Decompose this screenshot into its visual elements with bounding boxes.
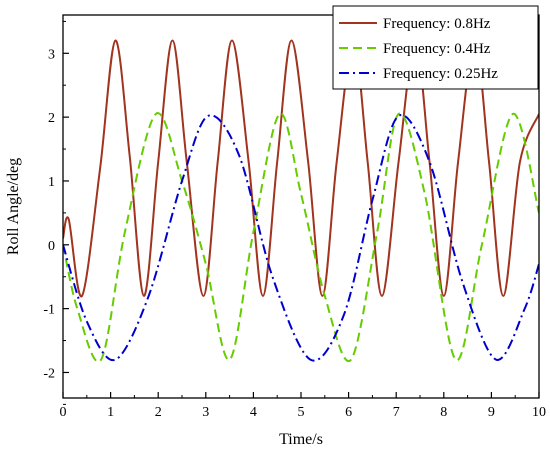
series-line-1 bbox=[63, 39, 539, 297]
legend-label: Frequency: 0.4Hz bbox=[383, 41, 491, 57]
legend-item: Frequency: 0.25Hz bbox=[339, 66, 498, 82]
series-line-2 bbox=[63, 112, 539, 363]
legend-label: Frequency: 0.25Hz bbox=[383, 66, 498, 82]
y-tick-label: 1 bbox=[48, 175, 55, 190]
legend: Frequency: 0.8Hz Frequency: 0.4Hz Freque… bbox=[332, 5, 539, 90]
axes-ticks: 0 1 2 3 4 5 6 7 8 9 10 -2 -1 0 1 2 3 bbox=[43, 20, 546, 420]
plot-area bbox=[63, 39, 539, 363]
x-tick-label: 5 bbox=[298, 405, 305, 420]
x-tick-label: 3 bbox=[202, 405, 209, 420]
x-tick-label: 1 bbox=[107, 405, 114, 420]
x-tick-label: 8 bbox=[440, 405, 447, 420]
y-axis-title: Roll Angle/deg bbox=[5, 158, 22, 255]
x-tick-label: 6 bbox=[345, 405, 352, 420]
legend-item: Frequency: 0.4Hz bbox=[339, 41, 491, 57]
y-tick-label: -2 bbox=[43, 366, 55, 381]
x-tick-label: 4 bbox=[250, 405, 257, 420]
x-tick-label: 10 bbox=[532, 405, 546, 420]
x-tick-label: 0 bbox=[60, 405, 67, 420]
legend-item: Frequency: 0.8Hz bbox=[339, 16, 491, 32]
x-axis-title: Time/s bbox=[279, 431, 323, 448]
y-tick-label: -1 bbox=[43, 303, 55, 318]
y-tick-label: 3 bbox=[48, 47, 55, 62]
series-group bbox=[63, 39, 539, 363]
legend-label: Frequency: 0.8Hz bbox=[383, 16, 491, 32]
x-tick-label: 9 bbox=[488, 405, 495, 420]
y-tick-label: 0 bbox=[48, 239, 55, 254]
series-line-3 bbox=[63, 113, 539, 362]
x-tick-label: 2 bbox=[155, 405, 162, 420]
y-tick-label: 2 bbox=[48, 111, 55, 126]
x-tick-label: 7 bbox=[393, 405, 400, 420]
